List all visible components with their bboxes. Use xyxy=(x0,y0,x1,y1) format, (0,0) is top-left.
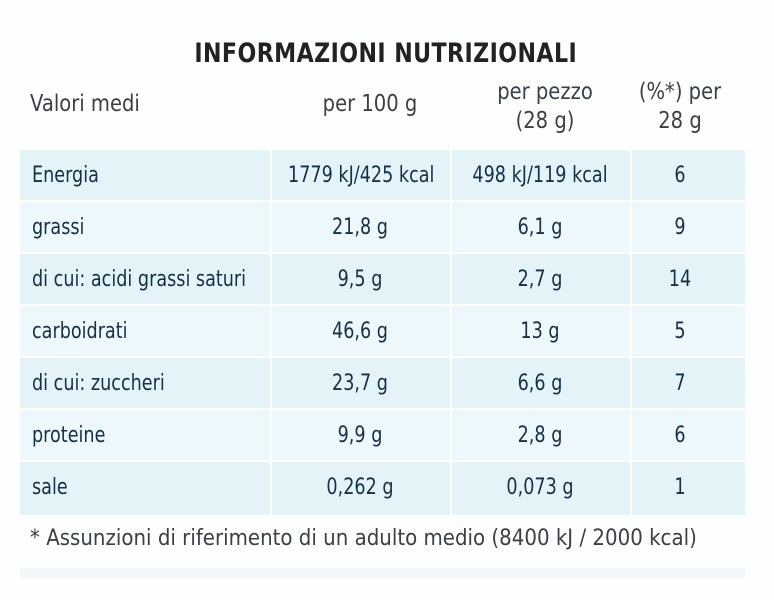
row-percent: 6 xyxy=(674,423,686,448)
label-title: INFORMAZIONI NUTRIZIONALI xyxy=(194,38,578,69)
column-divider xyxy=(630,150,632,515)
row-percent: 9 xyxy=(674,215,686,240)
row-per100: 23,7 g xyxy=(332,371,388,396)
table-row-sale: sale 0,262 g 0,073 g 1 xyxy=(20,462,745,514)
row-per-piece: 13 g xyxy=(520,319,560,344)
row-label: grassi xyxy=(32,215,85,240)
row-per100: 0,262 g xyxy=(326,475,394,500)
header-percent-line1: (%*) per xyxy=(638,79,722,105)
header-per-100g: per 100 g xyxy=(322,91,418,117)
row-per-piece: 2,8 g xyxy=(517,423,563,448)
row-per-piece: 6,1 g xyxy=(517,215,563,240)
row-percent: 7 xyxy=(674,371,686,396)
row-percent: 14 xyxy=(668,267,692,292)
row-divider xyxy=(20,408,745,410)
row-percent: 1 xyxy=(674,475,686,500)
table-row-proteine: proteine 9,9 g 2,8 g 6 xyxy=(20,410,745,462)
row-label: sale xyxy=(32,475,68,500)
row-per-piece: 6,6 g xyxy=(517,371,563,396)
row-per100: 9,9 g xyxy=(337,423,383,448)
row-percent: 6 xyxy=(674,163,686,188)
row-divider xyxy=(20,200,745,202)
header-percent: (%*) per 28 g xyxy=(629,78,731,136)
table-row-grassi: grassi 21,8 g 6,1 g 9 xyxy=(20,202,745,254)
row-percent: 5 xyxy=(674,319,686,344)
row-label: carboidrati xyxy=(32,319,128,344)
table-row-saturi: di cui: acidi grassi saturi 9,5 g 2,7 g … xyxy=(20,254,745,306)
bottom-strip xyxy=(20,568,745,578)
column-divider xyxy=(450,150,452,515)
row-divider xyxy=(20,460,745,462)
row-label: Energia xyxy=(32,163,99,188)
header-percent-line2: 28 g xyxy=(658,108,702,134)
row-divider xyxy=(20,304,745,306)
column-divider xyxy=(270,150,272,515)
table-row-energia: Energia 1779 kJ/425 kcal 498 kJ/119 kcal… xyxy=(20,150,745,202)
row-label: proteine xyxy=(32,423,106,448)
table-row-zuccheri: di cui: zuccheri 23,7 g 6,6 g 7 xyxy=(20,358,745,410)
header-per-piece-line1: per pezzo xyxy=(497,79,593,105)
row-label: di cui: acidi grassi saturi xyxy=(32,267,247,292)
row-per100: 21,8 g xyxy=(332,215,388,240)
row-label: di cui: zuccheri xyxy=(32,371,165,396)
footnote: * Assunzioni di riferimento di un adulto… xyxy=(30,526,697,551)
row-per-piece: 0,073 g xyxy=(506,475,574,500)
table-row-carboidrati: carboidrati 46,6 g 13 g 5 xyxy=(20,306,745,358)
header-per-piece-line2: (28 g) xyxy=(515,108,575,134)
row-divider xyxy=(20,356,745,358)
row-divider xyxy=(20,252,745,254)
row-per-piece: 498 kJ/119 kcal xyxy=(472,163,608,188)
row-per100: 46,6 g xyxy=(332,319,388,344)
row-per-piece: 2,7 g xyxy=(517,267,563,292)
row-per100: 1779 kJ/425 kcal xyxy=(288,163,435,188)
header-valori-medi: Valori medi xyxy=(30,91,140,117)
row-per100: 9,5 g xyxy=(337,267,383,292)
header-per-piece: per pezzo (28 g) xyxy=(469,78,622,136)
